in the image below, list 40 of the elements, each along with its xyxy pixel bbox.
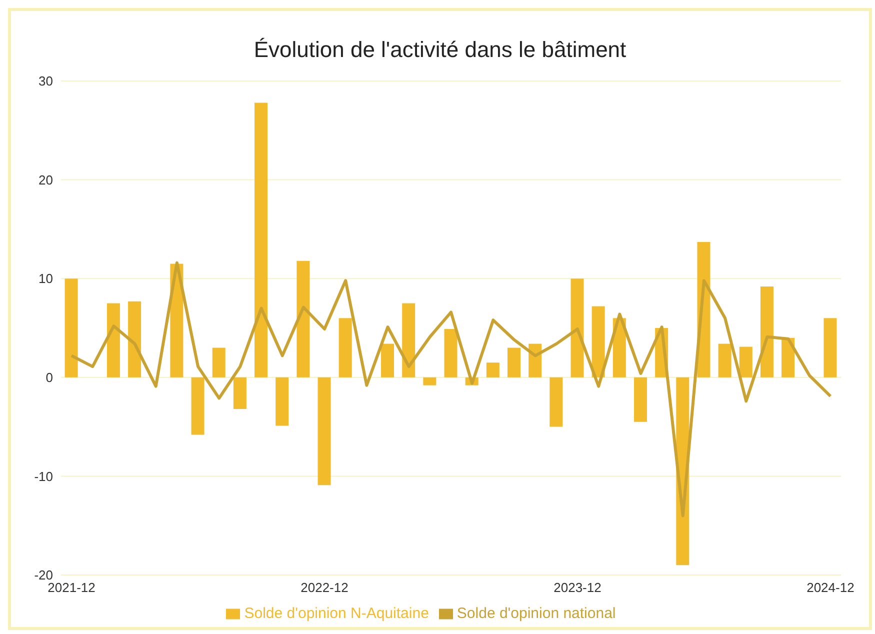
bar: [486, 362, 500, 378]
bar: [318, 377, 331, 486]
bar: [550, 377, 563, 427]
bar: [718, 344, 732, 378]
bar: [128, 301, 142, 378]
bar: [233, 377, 246, 410]
bar: [507, 348, 520, 378]
y-tick-label: 0: [46, 370, 53, 386]
bar: [381, 344, 394, 378]
bar: [782, 338, 795, 378]
x-tick-label: 2023-12: [554, 580, 602, 596]
y-tick-label: 20: [38, 172, 53, 188]
bar: [592, 306, 605, 378]
bar: [402, 303, 416, 378]
bar: [296, 260, 310, 378]
bar: [276, 377, 289, 426]
line-series: [70, 261, 832, 518]
bar: [444, 328, 458, 378]
bar: [338, 318, 352, 378]
bar: [64, 278, 78, 378]
y-tick-label: -10: [34, 468, 53, 484]
bar: [254, 102, 268, 378]
x-tick-label: 2022-12: [300, 580, 348, 596]
x-tick-label: 2024-12: [806, 580, 854, 596]
bar: [191, 377, 204, 435]
bar: [423, 377, 436, 386]
bar: [760, 286, 774, 378]
y-tick-label: 30: [38, 74, 53, 89]
bar: [570, 278, 584, 378]
bar: [106, 303, 120, 378]
x-tick-label: 2021-12: [48, 580, 96, 596]
y-tick-label: -20: [34, 568, 53, 583]
legend-label: Solde d'opinion N-Aquitaine: [244, 605, 429, 622]
legend-label: Solde d'opinion national: [456, 605, 616, 622]
bar: [212, 348, 226, 378]
y-tick-label: 10: [38, 271, 53, 286]
bar: [824, 318, 837, 378]
bar: [739, 346, 752, 378]
bar: [634, 377, 647, 422]
chart-title: Évolution de l'activité dans le bâtiment: [252, 36, 628, 64]
